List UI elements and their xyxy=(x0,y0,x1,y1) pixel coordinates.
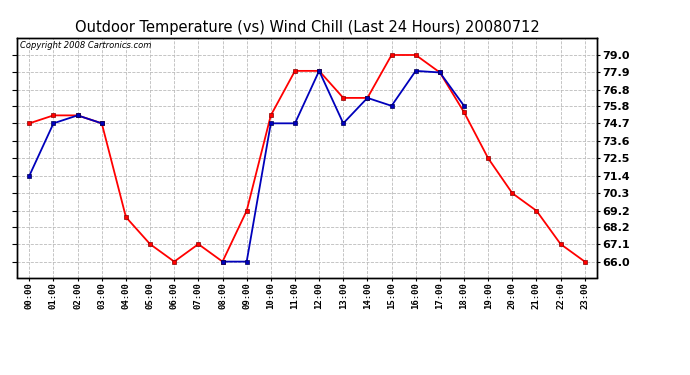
Title: Outdoor Temperature (vs) Wind Chill (Last 24 Hours) 20080712: Outdoor Temperature (vs) Wind Chill (Las… xyxy=(75,20,540,35)
Text: Copyright 2008 Cartronics.com: Copyright 2008 Cartronics.com xyxy=(20,41,152,50)
